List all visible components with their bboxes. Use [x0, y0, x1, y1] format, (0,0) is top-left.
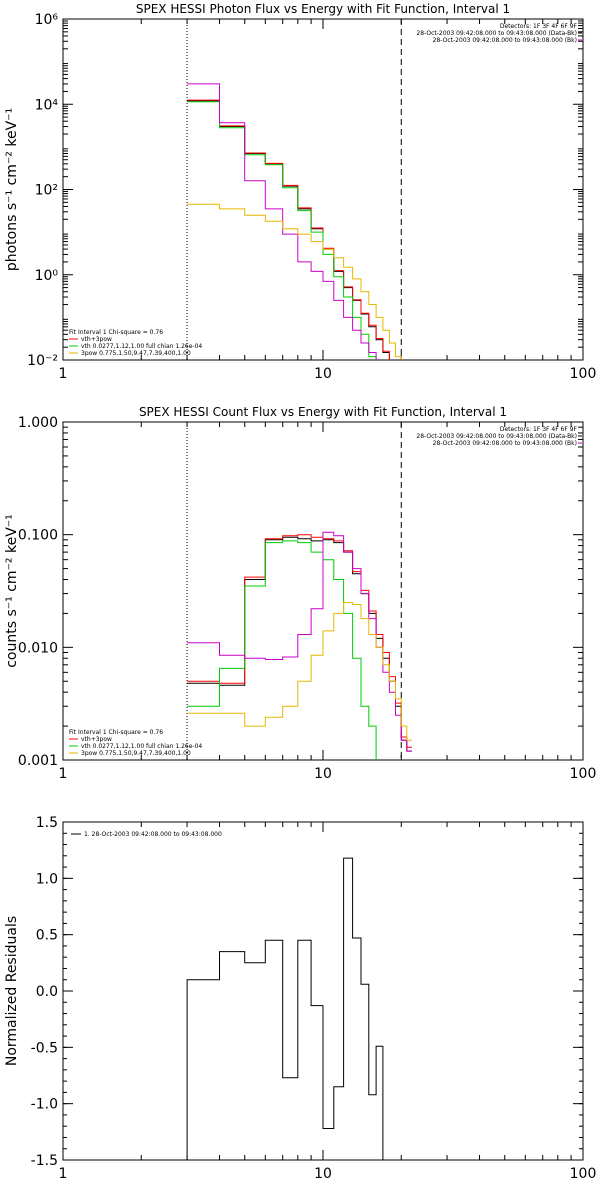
legend-entry-text: vth 0.0277,1.12,1.00 full chian 1.26e-04	[81, 743, 202, 750]
y-tick-label: -0.5	[31, 1040, 58, 1056]
x-tick-label: 1	[59, 766, 68, 782]
plot-frame	[62, 18, 584, 361]
y-tick-label: 0.001	[18, 753, 58, 769]
y-tick-label: 10⁶	[35, 12, 59, 28]
x-tick-label: 10	[314, 1166, 332, 1182]
series-group	[186, 857, 384, 1160]
y-tick-label: 0.100	[18, 528, 58, 544]
y-tick-label: -1.0	[31, 1097, 58, 1113]
series-line-4	[187, 83, 377, 360]
y-tick-label: 0.0	[36, 984, 58, 1000]
chart-panel-2: SPEX HESSI Count Flux vs Energy with Fit…	[4, 405, 597, 782]
legend-entry-text: vth+3pow	[81, 736, 112, 743]
series-group	[187, 83, 402, 360]
series-line-2	[187, 99, 390, 360]
y-tick-label: 0.010	[18, 640, 58, 656]
series-line-1	[186, 857, 384, 1160]
x-tick-label: 1	[59, 366, 68, 382]
legend-top-text: 28-Oct-2003 09:42:08.000 to 09:43:08.000…	[433, 440, 577, 447]
legend-text: 1. 28-Oct-2003 09:42:08.000 to 09:43:08.…	[84, 831, 222, 838]
y-tick-label: 10⁴	[35, 97, 59, 113]
legend-entry-text: Fit Interval 1 Chi-square = 0.76	[69, 329, 163, 336]
legend-top-text: 28-Oct-2003 09:42:08.000 to 09:43:08.000…	[416, 433, 577, 440]
y-tick-label: 10⁰	[35, 268, 59, 284]
legend-entry-text: 3pow 0.775,1.50,9.47,7.39,400,1.00	[81, 350, 191, 357]
y-axis-label: counts s⁻¹ cm⁻² keV⁻¹	[4, 514, 20, 668]
x-tick-label: 1	[59, 1166, 68, 1182]
chart-panel-1: SPEX HESSI Photon Flux vs Energy with Fi…	[4, 2, 597, 382]
legend-top-text: 28-Oct-2003 09:42:08.000 to 09:43:08.000…	[416, 30, 577, 37]
chart-title: SPEX HESSI Photon Flux vs Energy with Fi…	[136, 2, 510, 16]
x-tick-label: 100	[570, 1166, 597, 1182]
y-tick-label: 1.0	[36, 871, 58, 887]
y-tick-label: 10²	[35, 183, 58, 199]
legend-entry-text: vth 0.0277,1.12,1.00 full chian 1.26e-04	[81, 343, 202, 350]
y-tick-label: 0.5	[36, 928, 58, 944]
series-line-2	[187, 534, 412, 748]
series-line-5	[187, 203, 402, 360]
series-line-1	[187, 536, 412, 752]
legend-top-text: 28-Oct-2003 09:42:08.000 to 09:43:08.000…	[433, 37, 577, 44]
legend-entry-text: vth+3pow	[81, 336, 112, 343]
series-line-1	[187, 100, 390, 360]
chart-panel-3: Normalized Residuals 1 10 100 -1.5 -1.0 -0.5 0.…	[4, 815, 596, 1182]
y-axis-label: photons s⁻¹ cm⁻² keV⁻¹	[4, 108, 20, 271]
series-line-4	[187, 531, 412, 752]
y-tick-label: 1.5	[36, 815, 58, 831]
series-line-3	[187, 540, 377, 760]
series-group	[187, 531, 412, 760]
chart-title: SPEX HESSI Count Flux vs Energy with Fit…	[139, 405, 507, 419]
legend-entry-text: Fit Interval 1 Chi-square = 0.76	[69, 729, 163, 736]
y-tick-label: 10⁻²	[27, 353, 58, 369]
x-tick-label: 10	[314, 366, 332, 382]
y-tick-label: -1.5	[31, 1153, 58, 1169]
legend-top-text: Detectors: 1F 3F 4F 6F 9F	[500, 23, 578, 30]
x-tick-label: 100	[570, 366, 597, 382]
y-axis-label: Normalized Residuals	[4, 916, 20, 1066]
series-line-3	[187, 101, 377, 360]
legend-entry-text: 3pow 0.775,1.50,9.47,7.39,400,1.00	[81, 750, 191, 757]
series-line-5	[187, 602, 412, 741]
legend-top-text: Detectors: 1F 3F 4F 6F 9F	[500, 426, 578, 433]
x-tick-label: 10	[314, 766, 332, 782]
y-tick-label: 1.000	[18, 415, 58, 431]
x-tick-label: 100	[570, 766, 597, 782]
